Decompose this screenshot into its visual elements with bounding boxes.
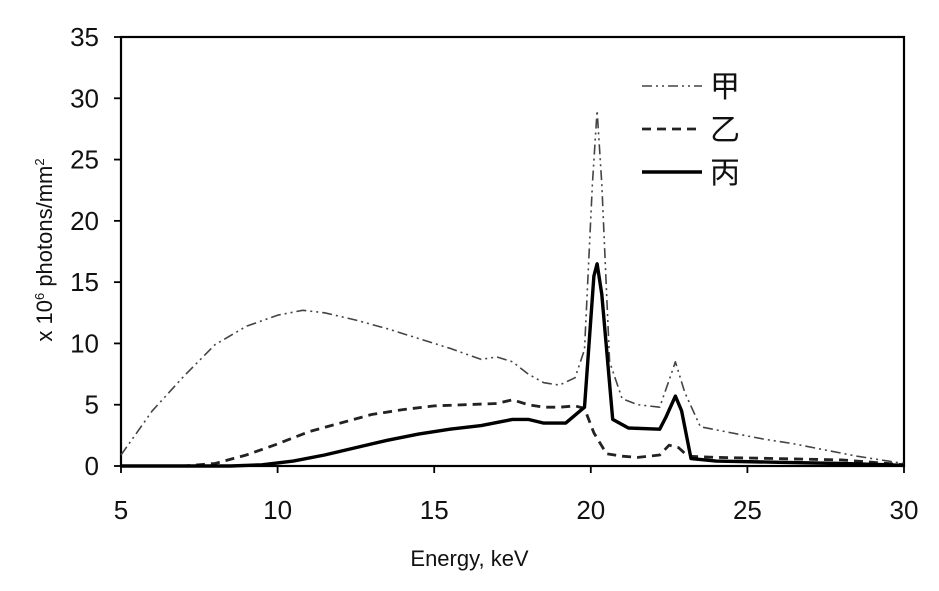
x-tick-label: 20 [576, 495, 605, 525]
x-tick-label: 15 [420, 495, 449, 525]
x-tick-label: 30 [890, 495, 919, 525]
series-line-1 [120, 109, 905, 465]
y-tick-label: 0 [85, 451, 99, 481]
x-tick-label: 5 [114, 495, 128, 525]
legend-label-1: 甲 [710, 70, 740, 105]
x-axis-title: Energy, keV [410, 546, 529, 571]
y-tick-label: 25 [70, 145, 99, 175]
y-tick-label: 30 [70, 83, 99, 113]
y-axis-title-middle: photons/mm [32, 165, 58, 293]
plot-frame [119, 35, 906, 468]
y-axis-title-prefix: x 10 [32, 300, 58, 342]
legend-label-3: 丙 [710, 156, 740, 191]
y-axis-title-exp2: 2 [31, 158, 47, 166]
legend-label-2: 乙 [710, 113, 740, 148]
y-axis-title-text: x 106 photons/mm2 [32, 158, 58, 341]
x-tick-label: 25 [733, 495, 762, 525]
y-tick-label: 15 [70, 267, 99, 297]
series-line-2 [121, 398, 905, 468]
y-tick-label: 35 [70, 22, 99, 52]
series-layer [120, 109, 905, 468]
y-tick-label: 10 [70, 328, 99, 358]
y-tick-label: 20 [70, 206, 99, 236]
y-tick-label: 5 [85, 390, 99, 420]
x-tick-label: 10 [263, 495, 292, 525]
legend: 甲乙丙 [642, 70, 740, 191]
series-line-3 [121, 262, 905, 468]
y-axis-title-exp1: 6 [31, 292, 47, 301]
